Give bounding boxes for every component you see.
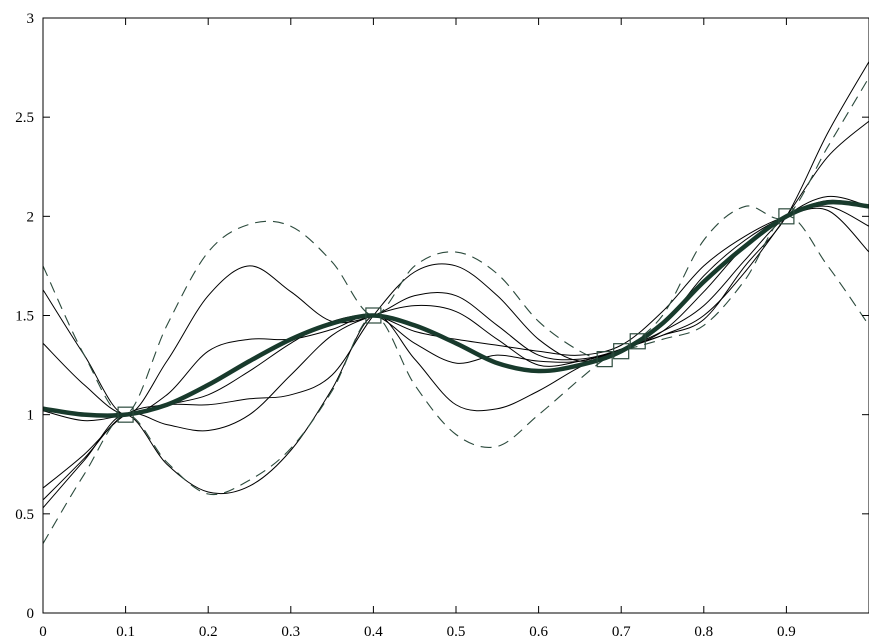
sample-line-3 — [43, 207, 869, 422]
y-tick-label: 1.5 — [15, 309, 34, 325]
marker-layer — [117, 208, 795, 423]
x-tick-label: 0.1 — [116, 624, 135, 640]
y-tick-label: 2.5 — [15, 110, 34, 126]
x-tick-label: 0.6 — [529, 624, 548, 640]
observation-marker — [613, 343, 630, 360]
observation-marker — [365, 307, 382, 324]
sample-line-1 — [43, 199, 869, 416]
x-tick-label: 0.7 — [612, 624, 631, 640]
sample-line-5 — [43, 195, 869, 501]
sample-line-4 — [43, 120, 869, 489]
x-tick-label: 0.2 — [199, 624, 218, 640]
plot-frame — [42, 17, 869, 614]
y-tick-label: 0.5 — [15, 507, 34, 523]
observation-marker — [117, 406, 134, 423]
mean-line — [43, 199, 869, 418]
observation-marker — [596, 351, 613, 368]
sample-line-6 — [43, 61, 869, 509]
confidence-upper-line — [43, 77, 869, 416]
x-tick-label: 0 — [39, 624, 47, 640]
x-tick-label: 0.9 — [777, 624, 796, 640]
tick-layer: 0 0.1 0.2 0.3 0.4 0.5 0.6 0.7 0.8 0.9 0 0.5 1 1.5 2 2.5… — [15, 11, 869, 640]
y-tick-label: 1 — [27, 408, 35, 424]
y-tick-label: 3 — [27, 11, 35, 27]
confidence-lower-line — [43, 215, 869, 544]
series-layer — [43, 61, 869, 544]
x-tick-label: 0.5 — [447, 624, 466, 640]
x-tick-label: 0.8 — [694, 624, 713, 640]
x-tick-label: 0.4 — [364, 624, 383, 640]
sample-line-2 — [43, 205, 869, 416]
observation-marker — [778, 208, 795, 225]
y-tick-label: 2 — [27, 209, 35, 225]
observation-marker — [629, 333, 646, 350]
x-tick-label: 0.3 — [281, 624, 300, 640]
y-tick-label: 0 — [27, 606, 35, 622]
